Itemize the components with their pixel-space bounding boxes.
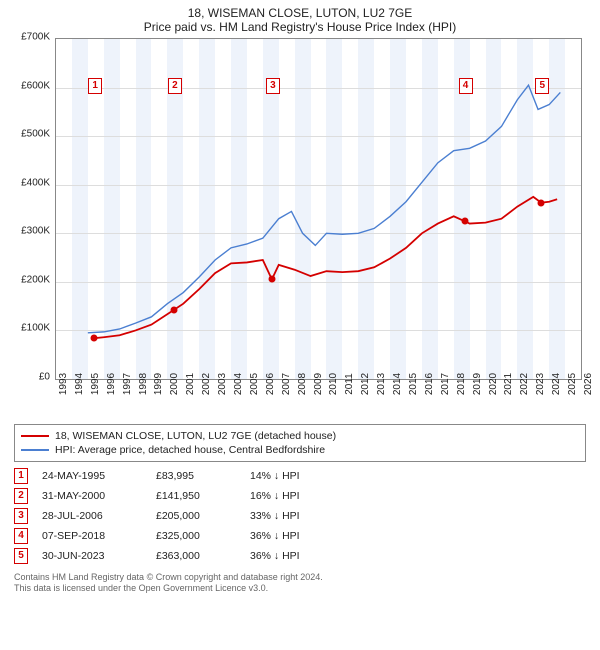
note-delta: 16% ↓ HPI	[250, 490, 586, 502]
y-axis-label: £600K	[10, 80, 50, 91]
note-flag: 4	[14, 528, 28, 544]
note-flag: 1	[14, 468, 28, 484]
note-delta: 36% ↓ HPI	[250, 530, 586, 542]
note-price: £325,000	[156, 530, 236, 542]
note-delta: 36% ↓ HPI	[250, 550, 586, 562]
note-flag: 5	[14, 548, 28, 564]
note-row: 4 07-SEP-2018 £325,000 36% ↓ HPI	[14, 526, 586, 546]
page-subtitle: Price paid vs. HM Land Registry's House …	[0, 20, 600, 38]
note-price: £363,000	[156, 550, 236, 562]
series-price_paid	[94, 197, 557, 338]
page-title: 18, WISEMAN CLOSE, LUTON, LU2 7GE	[0, 0, 600, 20]
y-axis-label: £700K	[10, 32, 50, 43]
y-axis-label: £400K	[10, 177, 50, 188]
note-price: £141,950	[156, 490, 236, 502]
legend-swatch	[21, 449, 49, 451]
plot-area: 1 2 3 4 5	[55, 38, 582, 380]
note-row: 1 24-MAY-1995 £83,995 14% ↓ HPI	[14, 466, 586, 486]
marker-dot	[538, 199, 545, 206]
marker-flag: 5	[535, 78, 549, 94]
note-price: £205,000	[156, 510, 236, 522]
marker-flag: 2	[168, 78, 182, 94]
marker-dot	[91, 335, 98, 342]
marker-flag: 1	[88, 78, 102, 94]
legend-item: 18, WISEMAN CLOSE, LUTON, LU2 7GE (detac…	[21, 429, 579, 443]
marker-flag: 4	[459, 78, 473, 94]
note-date: 31-MAY-2000	[42, 490, 142, 502]
marker-flag: 3	[266, 78, 280, 94]
y-axis-label: £0	[10, 372, 50, 383]
legend-label: HPI: Average price, detached house, Cent…	[55, 444, 325, 456]
marker-dot	[268, 276, 275, 283]
note-flag: 3	[14, 508, 28, 524]
note-delta: 33% ↓ HPI	[250, 510, 586, 522]
note-price: £83,995	[156, 470, 236, 482]
y-axis-label: £300K	[10, 226, 50, 237]
note-flag: 2	[14, 488, 28, 504]
note-delta: 14% ↓ HPI	[250, 470, 586, 482]
transaction-notes: 1 24-MAY-1995 £83,995 14% ↓ HPI 2 31-MAY-2000…	[14, 466, 586, 566]
marker-dot	[461, 218, 468, 225]
note-row: 5 30-JUN-2023 £363,000 36% ↓ HPI	[14, 546, 586, 566]
note-date: 24-MAY-1995	[42, 470, 142, 482]
note-date: 28-JUL-2006	[42, 510, 142, 522]
note-date: 30-JUN-2023	[42, 550, 142, 562]
legend-item: HPI: Average price, detached house, Cent…	[21, 443, 579, 457]
marker-dot	[170, 307, 177, 314]
footer: Contains HM Land Registry data © Crown c…	[14, 572, 586, 595]
legend-label: 18, WISEMAN CLOSE, LUTON, LU2 7GE (detac…	[55, 430, 336, 442]
y-axis-label: £500K	[10, 129, 50, 140]
x-axis-label: 2026	[583, 373, 600, 395]
chart-lines	[56, 39, 581, 379]
note-row: 2 31-MAY-2000 £141,950 16% ↓ HPI	[14, 486, 586, 506]
legend-swatch	[21, 435, 49, 437]
y-axis-label: £100K	[10, 323, 50, 334]
footer-line-1: Contains HM Land Registry data © Crown c…	[14, 572, 586, 583]
note-row: 3 28-JUL-2006 £205,000 33% ↓ HPI	[14, 506, 586, 526]
legend: 18, WISEMAN CLOSE, LUTON, LU2 7GE (detac…	[14, 424, 586, 462]
y-axis-label: £200K	[10, 274, 50, 285]
series-hpi	[88, 85, 561, 333]
note-date: 07-SEP-2018	[42, 530, 142, 542]
footer-line-2: This data is licensed under the Open Gov…	[14, 583, 586, 594]
price-chart: 12345£0£100K£200K£300K£400K£500K£600K£70…	[10, 38, 590, 418]
